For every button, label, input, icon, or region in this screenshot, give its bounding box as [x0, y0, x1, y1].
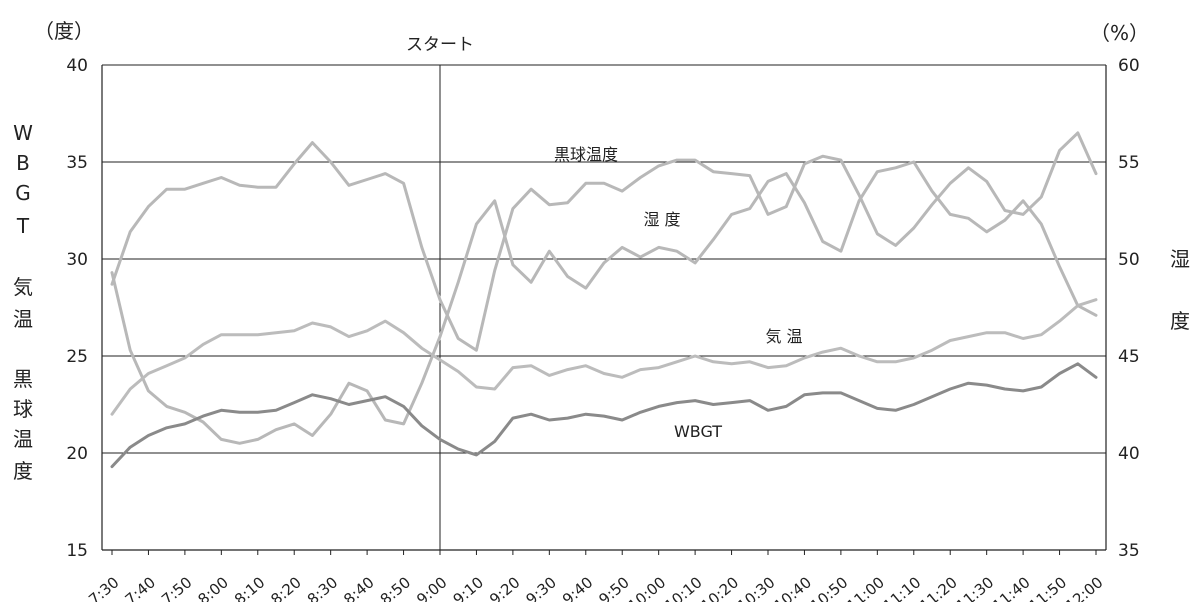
x-tick-label: 8:20	[267, 573, 304, 602]
x-tick-label: 8:40	[340, 573, 377, 602]
left-y-tick-labels: 15 20 25 30 35 40	[66, 56, 88, 561]
left-axis-char: 気	[13, 275, 33, 299]
right-axis-char: 湿	[1170, 247, 1190, 271]
y-tick-label-right: 35	[1118, 541, 1140, 561]
x-tick-label: 7:40	[122, 573, 159, 602]
left-axis-char: 度	[13, 459, 33, 483]
y-tick-label-right: 60	[1118, 56, 1140, 76]
x-tick-label: 9:00	[413, 573, 450, 602]
x-tick-label: 8:10	[231, 573, 268, 602]
y-tick-label-right: 45	[1118, 347, 1140, 367]
left-axis-char: W	[13, 121, 33, 145]
y-tick-label-left: 25	[66, 347, 88, 367]
y-tick-label-left: 15	[66, 541, 88, 561]
series-label: 黒球温度	[554, 145, 618, 164]
y-tick-label-left: 40	[66, 56, 88, 76]
x-tick-label: 7:50	[158, 573, 195, 602]
x-tick-label: 8:00	[195, 573, 232, 602]
x-tick-label: 9:20	[486, 573, 523, 602]
x-tick-label: 8:50	[377, 573, 414, 602]
right-axis-label: 湿度	[1170, 247, 1190, 333]
left-axis-char: B	[16, 151, 30, 175]
series-line-humidity	[110, 160, 1098, 445]
left-axis-char: 球	[13, 397, 33, 421]
x-tick-label: 8:30	[304, 573, 341, 602]
y-tick-label-left: 30	[66, 250, 88, 270]
left-axis-char: 黒	[13, 367, 33, 391]
series-line-wbgt	[110, 362, 1098, 469]
x-tick-label: 7:30	[85, 573, 122, 602]
series-line-air-temp	[110, 298, 1098, 416]
series-label: 気 温	[765, 327, 802, 346]
y-tick-label-right: 40	[1118, 444, 1140, 464]
y-tick-label-right: 50	[1118, 250, 1140, 270]
left-axis-char: 温	[13, 427, 33, 451]
series-label: WBGT	[674, 422, 722, 441]
left-axis-char: G	[15, 181, 31, 205]
series-line-globe-temp	[110, 131, 1098, 352]
x-tick-label: 9:30	[523, 573, 560, 602]
left-axis-char: 温	[13, 307, 33, 331]
y-tick-label-left: 35	[66, 153, 88, 173]
plot-frame	[101, 65, 1107, 551]
y-tick-label-left: 20	[66, 444, 88, 464]
series-lines	[110, 131, 1098, 469]
right-y-tick-labels: 35 40 45 50 55 60	[1118, 56, 1140, 561]
y-tick-label-right: 55	[1118, 153, 1140, 173]
x-tick-labels: 7:30 7:40 7:50 8:00 8:10 8:20 8:30 8:40 8:50 9:00…	[85, 550, 1107, 602]
left-axis-char: T	[16, 214, 30, 238]
left-unit-label: （度）	[34, 19, 94, 43]
gridlines	[102, 64, 1106, 551]
right-unit-label: （%）	[1090, 21, 1149, 45]
x-tick-label: 9:10	[450, 573, 487, 602]
x-tick-label: 9:40	[559, 573, 596, 602]
series-label: 湿 度	[643, 210, 680, 229]
start-marker-label: スタート	[406, 35, 474, 55]
right-axis-char: 度	[1170, 309, 1190, 333]
